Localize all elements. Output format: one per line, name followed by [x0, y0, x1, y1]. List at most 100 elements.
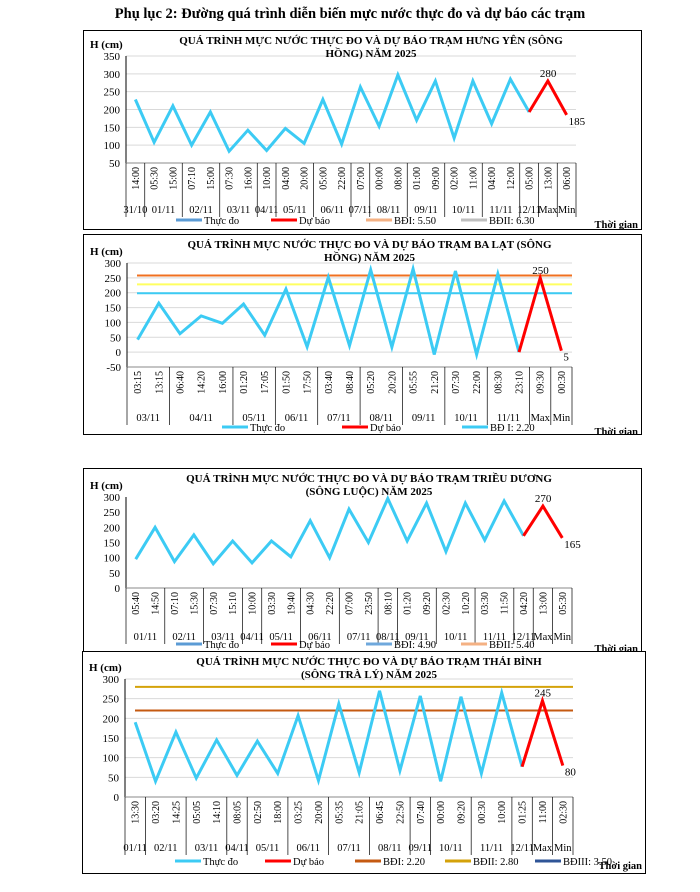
time-tick-label: 00:30 — [477, 801, 488, 824]
time-tick-label: 02:30 — [558, 801, 569, 824]
time-tick-label: 03:25 — [294, 801, 305, 824]
measured-series-line — [136, 262, 521, 361]
date-label: 09/11 — [409, 843, 433, 854]
x-axis-label: Thời gian — [595, 644, 639, 652]
legend-label: Dự báo — [299, 216, 330, 227]
date-label: 04/11 — [189, 413, 213, 424]
y-tick-label: 200 — [104, 105, 121, 117]
time-tick-label: 07:00 — [356, 167, 367, 190]
time-tick-label: 11:00 — [468, 167, 479, 189]
time-tick-label: 07:30 — [451, 371, 462, 394]
date-label: 02/11 — [172, 632, 196, 643]
date-label: 03/11 — [227, 205, 251, 216]
time-tick-label: 17:50 — [303, 371, 314, 394]
chart-title: HỒNG) NĂM 2025 — [324, 251, 416, 264]
time-tick-label: 05:30 — [558, 592, 569, 615]
date-label: 05/11 — [256, 843, 280, 854]
time-tick-label: 05:30 — [150, 167, 161, 190]
y-tick-label: 250 — [105, 273, 122, 285]
y-tick-label: 100 — [104, 140, 121, 152]
time-tick-label: 03:20 — [151, 801, 162, 824]
y-tick-label: 150 — [105, 303, 122, 315]
forecast-data-label: 80 — [565, 767, 577, 779]
y-tick-label: 300 — [104, 492, 121, 504]
legend-label: BĐI: 5.50 — [394, 216, 436, 227]
time-tick-label: 20:00 — [314, 801, 325, 824]
date-label: 09/11 — [405, 632, 429, 643]
time-tick-label: 08:40 — [345, 371, 356, 394]
time-tick-label: 02:00 — [450, 167, 461, 190]
time-tick-label: 06:00 — [562, 167, 573, 190]
time-tick-label: 22:00 — [472, 371, 483, 394]
time-tick-label: 22:00 — [337, 167, 348, 190]
forecast-data-label: 250 — [532, 265, 549, 277]
time-tick-label: 13:15 — [154, 371, 165, 394]
time-tick-label: 04:30 — [306, 592, 317, 615]
y-tick-label: 0 — [116, 347, 122, 359]
date-label: 10/11 — [444, 632, 468, 643]
y-tick-label: 50 — [109, 158, 121, 170]
time-tick-label: 01:00 — [412, 167, 423, 190]
time-tick-label: 20:00 — [300, 167, 311, 190]
forecast-data-label: 245 — [534, 688, 551, 700]
date-label: 04/11 — [240, 632, 264, 643]
time-tick-label: 23:50 — [364, 592, 375, 615]
time-tick-label: 10:00 — [248, 592, 259, 615]
y-tick-label: 300 — [105, 258, 122, 270]
time-tick-label: 09:20 — [422, 592, 433, 615]
y-axis-label: H (cm) — [90, 39, 123, 51]
forecast-series-line — [522, 503, 564, 539]
legend-label: BĐII: 5.40 — [489, 640, 535, 651]
measured-series-line — [134, 494, 525, 567]
time-tick-label: 08:00 — [393, 167, 404, 190]
legend-label: Thực đo — [204, 640, 239, 651]
time-tick-label: 15:00 — [168, 167, 179, 190]
forecast-data-label: 270 — [535, 493, 552, 505]
date-label: 12/11 — [512, 632, 536, 643]
date-label: Min — [554, 843, 572, 854]
time-tick-label: 04:20 — [519, 592, 530, 615]
x-axis-label: Thời gian — [595, 220, 639, 229]
time-tick-label: 20:20 — [387, 371, 398, 394]
date-label: 04/11 — [225, 843, 249, 854]
forecast-data-label: 5 — [563, 352, 569, 364]
time-tick-label: 14:20 — [197, 371, 208, 394]
date-label: 11/11 — [480, 843, 503, 854]
time-tick-label: 06:45 — [375, 801, 386, 824]
time-tick-label: 02:30 — [441, 592, 452, 615]
date-label: 08/11 — [377, 205, 401, 216]
date-label: 07/11 — [349, 205, 373, 216]
time-tick-label: 07:30 — [225, 167, 236, 190]
time-tick-label: 05:20 — [366, 371, 377, 394]
y-tick-label: 250 — [104, 507, 121, 519]
chart-title: QUÁ TRÌNH MỰC NƯỚC THỰC ĐO VÀ DỰ BÁO TRẠ… — [179, 34, 563, 47]
date-label: 08/11 — [370, 413, 394, 424]
date-label: Max — [531, 413, 551, 424]
time-tick-label: 10:20 — [461, 592, 472, 615]
date-label: 05/11 — [283, 205, 307, 216]
y-tick-label: 250 — [104, 87, 121, 99]
legend-label: BĐII: 2.80 — [473, 857, 519, 868]
chart-title: HỒNG) NĂM 2025 — [325, 47, 417, 60]
date-label: 31/10 — [123, 205, 147, 216]
date-label: 06/11 — [320, 205, 344, 216]
chart-trieu-duong: 0 50 100 150 200 250 300 H (cm) QUÁ TRÌNH MỰC NƯ… — [83, 468, 642, 653]
time-tick-label: 05:40 — [131, 592, 142, 615]
forecast-series-line — [517, 272, 563, 353]
y-axis-label: H (cm) — [89, 662, 122, 674]
time-tick-label: 21:20 — [430, 371, 441, 394]
time-tick-label: 14:50 — [151, 592, 162, 615]
time-tick-label: 01:20 — [239, 371, 250, 394]
legend-label: Thực đo — [250, 423, 285, 434]
time-tick-label: 05:00 — [318, 167, 329, 190]
time-tick-label: 07:40 — [416, 801, 427, 824]
time-tick-label: 03:40 — [324, 371, 335, 394]
y-tick-label: 50 — [109, 568, 121, 580]
forecast-data-label: 185 — [569, 116, 586, 128]
y-tick-label: 200 — [105, 288, 122, 300]
chart-ba-lat: -50 0 50 100 150 200 250 300 H (cm) QUÁ TRÌNH MỰC… — [83, 234, 642, 435]
y-tick-label: 50 — [110, 332, 122, 344]
chart-title: QUÁ TRÌNH MỰC NƯỚC THỰC ĐO VÀ DỰ BÁO TRẠ… — [196, 656, 542, 668]
y-tick-label: 150 — [104, 538, 121, 550]
y-tick-label: 50 — [108, 772, 120, 784]
